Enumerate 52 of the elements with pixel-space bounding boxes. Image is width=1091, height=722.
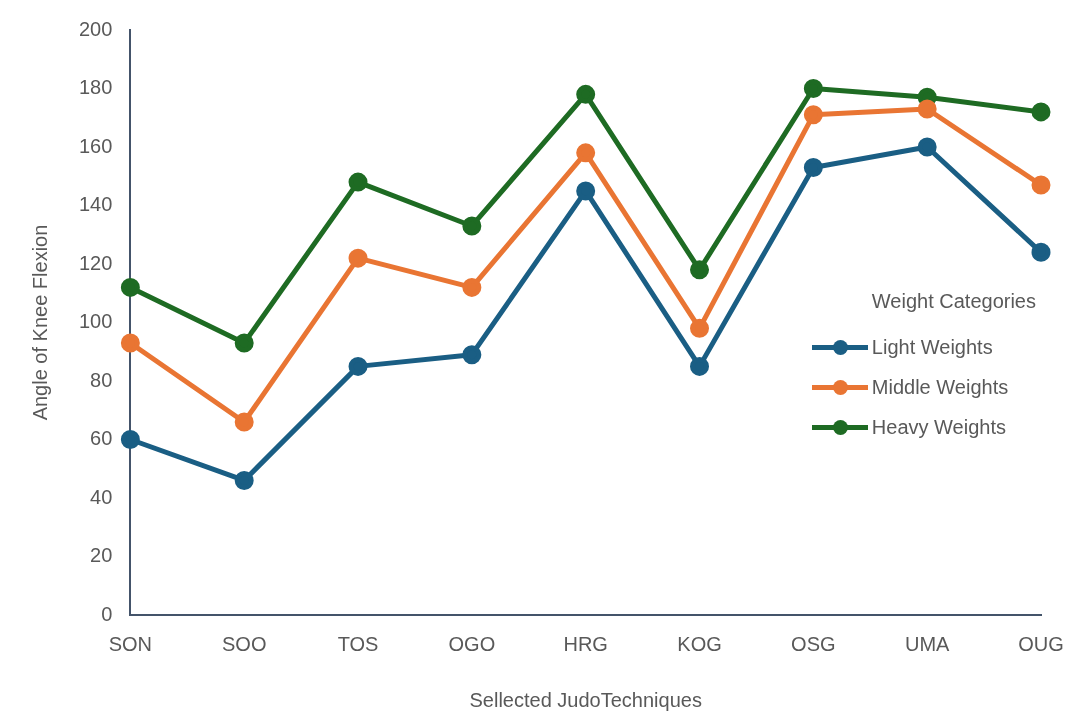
x-tick-label: HRG <box>563 632 608 655</box>
point <box>120 333 140 353</box>
point <box>234 412 254 432</box>
x-tick-label: SOO <box>221 632 267 655</box>
point <box>576 181 596 201</box>
point <box>462 277 482 297</box>
y-tick-label: 160 <box>78 134 113 157</box>
y-tick-label: 180 <box>78 76 113 99</box>
y-tick-label: 60 <box>90 427 113 450</box>
point <box>690 260 710 280</box>
y-axis-title: Angle of Knee Flexion <box>28 224 51 421</box>
y-tick-label: 40 <box>90 485 113 508</box>
point <box>690 318 710 338</box>
y-tick-label: 20 <box>90 544 113 567</box>
point <box>234 333 254 353</box>
legend-label: Light Weights <box>871 335 993 359</box>
x-axis-title: Sellected JudoTechniques <box>469 688 702 711</box>
y-tick-label: 140 <box>78 193 113 216</box>
point <box>917 99 937 119</box>
x-tick-label: KOG <box>677 632 722 655</box>
y-tick-label: 100 <box>78 310 113 333</box>
point <box>576 84 596 104</box>
legend-label: Middle Weights <box>871 375 1009 399</box>
point <box>120 277 140 297</box>
point <box>690 356 710 376</box>
x-tick-label: OGO <box>448 632 496 655</box>
x-tick-label: TOS <box>337 632 379 655</box>
point <box>234 470 254 490</box>
point <box>1031 102 1051 122</box>
y-tick-label: 200 <box>78 17 113 40</box>
point <box>576 143 596 163</box>
y-tick-label: 0 <box>101 602 113 625</box>
legend-label: Heavy Weights <box>871 415 1006 439</box>
point <box>1031 175 1051 195</box>
point <box>917 137 937 157</box>
x-tick-label: OUG <box>1018 632 1064 655</box>
x-tick-label: OSG <box>791 632 836 655</box>
point <box>462 216 482 236</box>
point <box>803 105 823 125</box>
point <box>348 172 368 192</box>
legend-title: Weight Categories <box>871 290 1036 313</box>
point <box>803 157 823 177</box>
point <box>348 248 368 268</box>
point <box>348 356 368 376</box>
x-tick-label: SON <box>108 632 153 655</box>
x-tick-label: UMA <box>904 632 951 655</box>
point <box>1031 242 1051 262</box>
point <box>120 430 140 449</box>
y-tick-label: 80 <box>90 368 113 391</box>
point <box>803 79 823 98</box>
y-tick-label: 120 <box>78 251 113 274</box>
point <box>462 345 482 365</box>
